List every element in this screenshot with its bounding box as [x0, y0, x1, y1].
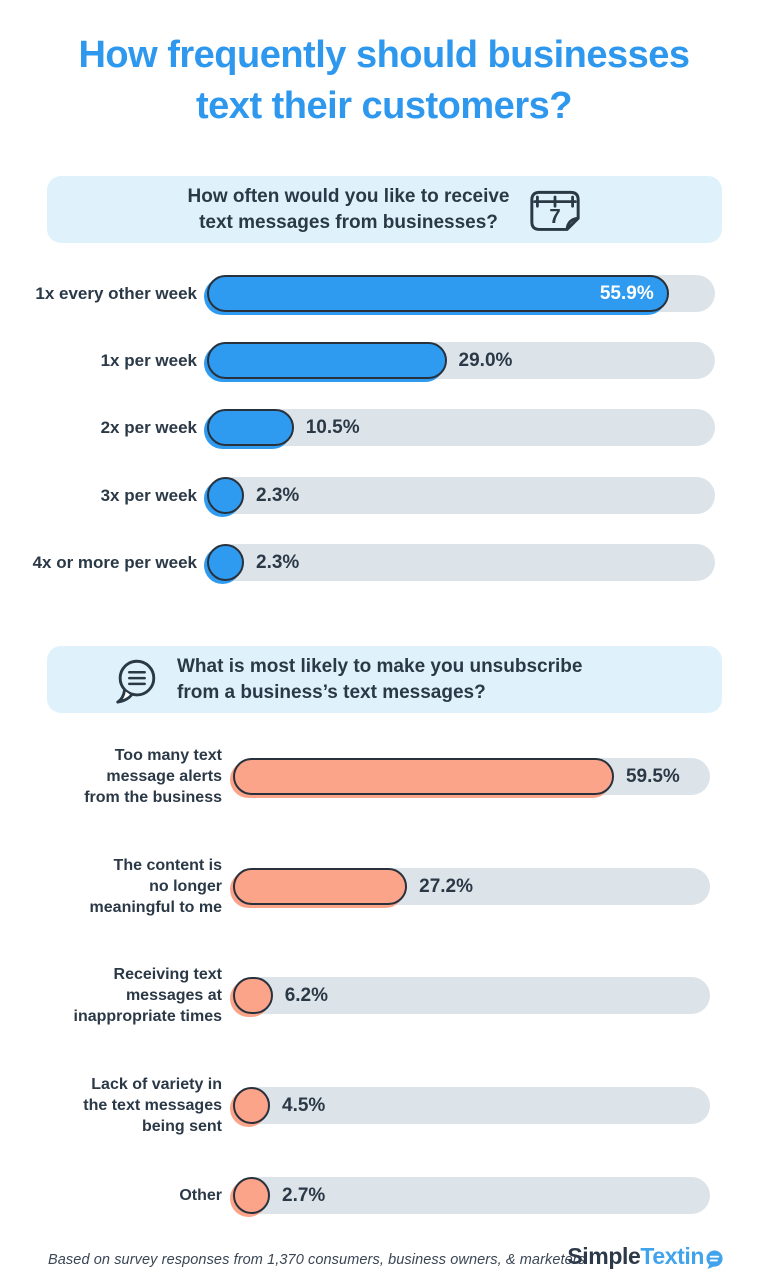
- calendar-icon: 7: [529, 190, 580, 231]
- bar-row: 4x or more per week 2.3% 2.3%: [0, 544, 715, 581]
- bar-category-label: 4x or more per week: [32, 552, 197, 572]
- bar-value-label: 29.0%: [458, 349, 513, 371]
- logo-text-simple: Simple: [567, 1243, 641, 1269]
- bar-category-label: 2x per week: [100, 417, 197, 437]
- bar-value-label: 2.7%: [282, 1184, 326, 1206]
- svg-text:7: 7: [549, 205, 560, 227]
- bar-row: 3x per week 2.3% 2.3%: [0, 477, 715, 514]
- bar-row: 1x every other week 55.9% 55.9%: [0, 275, 715, 312]
- speech-bubble-icon: [116, 659, 156, 704]
- bar-fill: 10.5%: [207, 409, 294, 446]
- bar-row: 1x per week 29.0% 29.0%: [0, 342, 715, 379]
- simpletexting-logo: Simple Textin: [567, 1243, 724, 1270]
- bar-row: The content is no longer meaningful to m…: [0, 857, 710, 916]
- source-note: Based on survey responses from 1,370 con…: [48, 1252, 586, 1268]
- bar-fill: 2.3%: [207, 544, 244, 581]
- bar-row: Lack of variety in the text messages bei…: [0, 1076, 710, 1135]
- bar-fill: 59.5%: [233, 758, 614, 795]
- bar-value-label: 59.5%: [625, 765, 680, 787]
- question-banner-frequency: How often would you like to receive text…: [47, 176, 722, 243]
- bar-track: 27.2% 27.2%: [233, 868, 710, 905]
- bar-fill: 27.2%: [233, 868, 408, 905]
- bar-track: 6.2% 6.2%: [233, 977, 710, 1014]
- question-banner-unsubscribe: What is most likely to make you unsubscr…: [47, 646, 722, 713]
- bar-value-label: 6.2%: [284, 984, 328, 1006]
- question-title-unsubscribe: What is most likely to make you unsubscr…: [177, 655, 583, 703]
- bar-row: Too many text message alerts from the bu…: [0, 747, 710, 806]
- bar-row: 2x per week 10.5% 10.5%: [0, 409, 715, 446]
- bar-category-label: 3x per week: [100, 485, 197, 505]
- bar-track: 10.5% 10.5%: [207, 409, 715, 446]
- bar-category-label: 1x per week: [100, 350, 197, 370]
- bar-value-label: 55.9%: [599, 282, 654, 304]
- bar-track: 2.3% 2.3%: [207, 544, 715, 581]
- logo-g-bubble-icon: [706, 1250, 723, 1269]
- bar-row: Receiving text messages at inappropriate…: [0, 966, 710, 1025]
- bar-track: 55.9% 55.9%: [207, 275, 715, 312]
- bar-track: 2.7% 2.7%: [233, 1177, 710, 1214]
- bar-category-label: Too many text message alerts from the bu…: [84, 747, 222, 806]
- bar-category-label: Receiving text messages at inappropriate…: [73, 966, 222, 1025]
- logo-text-texting: Textin: [640, 1243, 704, 1269]
- bar-category-label: Other: [179, 1187, 222, 1204]
- bar-fill: 6.2%: [233, 977, 273, 1014]
- bar-fill: 4.5%: [233, 1087, 270, 1124]
- bar-category-label: The content is no longer meaningful to m…: [89, 857, 222, 916]
- bar-fill: 2.7%: [233, 1177, 270, 1214]
- bar-value-label: 4.5%: [282, 1094, 326, 1116]
- bar-fill: 2.3%: [207, 477, 244, 514]
- bar-track: 59.5% 59.5%: [233, 758, 710, 795]
- bar-track: 4.5% 4.5%: [233, 1087, 710, 1124]
- bar-fill: 29.0%: [207, 342, 447, 379]
- bar-value-label: 2.3%: [256, 484, 300, 506]
- bar-track: 29.0% 29.0%: [207, 342, 715, 379]
- question-title-frequency: How often would you like to receive text…: [187, 185, 510, 233]
- bar-row: Other 2.7% 2.7%: [0, 1177, 710, 1214]
- bar-value-label: 2.3%: [256, 551, 300, 573]
- bar-category-label: 1x every other week: [35, 283, 197, 303]
- bar-track: 2.3% 2.3%: [207, 477, 715, 514]
- bar-value-label: 27.2%: [419, 875, 474, 897]
- bar-value-label: 10.5%: [305, 416, 360, 438]
- bar-fill: 55.9%: [207, 275, 669, 312]
- page-title: How frequently should businesses text th…: [78, 34, 690, 127]
- bar-category-label: Lack of variety in the text messages bei…: [83, 1076, 222, 1135]
